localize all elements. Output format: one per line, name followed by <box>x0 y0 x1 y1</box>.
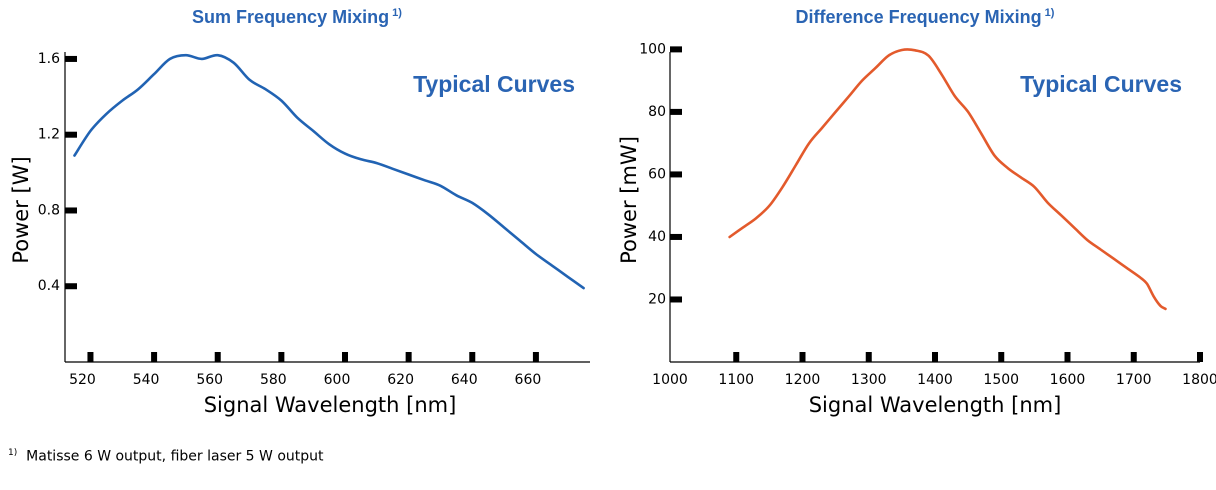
y-tick-label: 20 <box>648 291 666 307</box>
x-axis-label: Signal Wavelength [nm] <box>204 393 457 417</box>
y-axis-label: Power [mW] <box>617 136 641 264</box>
x-tick-mark <box>405 352 412 362</box>
chart-panel-2: Difference Frequency Mixing 1) Typical Cu… <box>617 7 1216 417</box>
y-tick-mark <box>65 55 77 62</box>
chart-title-note: 1) <box>1042 7 1055 19</box>
x-tick-mark <box>1197 352 1203 362</box>
chart-annotation: Typical Curves <box>413 71 575 97</box>
y-axis-label: Power [W] <box>9 156 33 263</box>
x-tick-label: 1400 <box>917 372 953 388</box>
x-tick-mark <box>1130 352 1137 362</box>
x-tick-label: 1700 <box>1116 372 1152 388</box>
y-tick-mark <box>65 207 77 214</box>
y-tick-mark <box>670 46 682 53</box>
y-tick-mark <box>670 233 682 240</box>
y-tick-mark <box>670 108 682 115</box>
y-tick-label: 100 <box>639 41 666 57</box>
x-tick-mark <box>151 352 158 362</box>
x-tick-mark <box>998 352 1005 362</box>
x-tick-label: 600 <box>324 372 351 388</box>
x-tick-mark <box>469 352 476 362</box>
footnote-marker: 1) <box>8 448 18 458</box>
x-tick-label: 620 <box>387 372 414 388</box>
x-tick-label: 1200 <box>785 372 821 388</box>
x-tick-mark <box>278 352 285 362</box>
y-tick-mark <box>670 171 682 178</box>
y-tick-label: 1.6 <box>38 51 60 67</box>
x-tick-label: 640 <box>451 372 478 388</box>
x-tick-label: 580 <box>260 372 287 388</box>
y-tick-mark <box>65 283 77 290</box>
footnote-text: Matisse 6 W output, fiber laser 5 W outp… <box>26 448 324 465</box>
y-tick-mark <box>65 131 77 138</box>
x-tick-mark <box>1064 352 1071 362</box>
x-axis-label: Signal Wavelength [nm] <box>809 393 1062 417</box>
y-tick-label: 80 <box>648 104 666 120</box>
footnote: 1) Matisse 6 W output, fiber laser 5 W o… <box>8 448 324 465</box>
y-tick-label: 1.2 <box>38 127 60 143</box>
x-tick-mark <box>87 352 94 362</box>
x-tick-label: 1100 <box>718 372 754 388</box>
x-tick-mark <box>342 352 348 362</box>
x-tick-label: 1500 <box>983 372 1019 388</box>
x-tick-mark <box>532 352 539 362</box>
chart-panel-1: Sum Frequency Mixing 1) Typical Curves 520… <box>9 7 590 417</box>
series-line <box>73 53 585 290</box>
x-tick-label: 540 <box>133 372 160 388</box>
charts-canvas: Sum Frequency Mixing 1) Typical Curves 520… <box>9 7 1216 417</box>
x-tick-label: 560 <box>196 372 223 388</box>
x-tick-mark <box>932 352 938 362</box>
x-tick-mark <box>214 352 221 362</box>
y-tick-mark <box>670 296 682 303</box>
chart-title: Sum Frequency Mixing 1) <box>192 7 402 27</box>
x-tick-mark <box>799 352 806 362</box>
x-tick-label: 660 <box>515 372 542 388</box>
y-tick-label: 60 <box>648 166 666 182</box>
series-line <box>728 48 1167 311</box>
x-tick-label: 1600 <box>1050 372 1086 388</box>
y-tick-label: 0.4 <box>38 278 60 294</box>
chart-title-note: 1) <box>389 7 402 19</box>
x-tick-label: 1800 <box>1182 372 1216 388</box>
y-tick-label: 40 <box>648 229 666 245</box>
x-tick-label: 1000 <box>652 372 688 388</box>
x-tick-mark <box>865 352 872 362</box>
x-tick-label: 520 <box>69 372 96 388</box>
chart-annotation: Typical Curves <box>1020 71 1182 97</box>
y-tick-label: 0.8 <box>38 202 60 218</box>
chart-title: Difference Frequency Mixing 1) <box>796 7 1055 27</box>
x-tick-mark <box>733 352 740 362</box>
x-tick-label: 1300 <box>851 372 887 388</box>
